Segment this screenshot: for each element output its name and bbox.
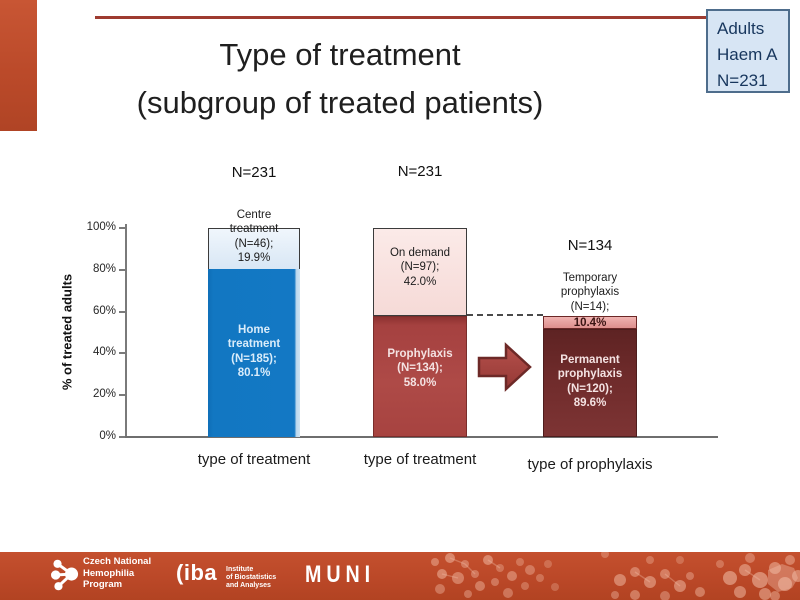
cnhp-molecule-icon [51,559,79,591]
cohort-population: Adults [717,19,765,38]
bar2-segment-prophylaxis [373,316,467,437]
bar1-n-label: N=231 [231,164,277,181]
slide-title-line2: (subgroup of treated patients) [136,85,544,120]
muni-logo-text: MUNI [305,561,375,588]
y-tickmark [119,436,126,438]
bar3-segment-temporary-prophylaxis [543,316,637,329]
y-tick-100: 100% [86,221,116,233]
slide-title-line1: Type of treatment [219,37,461,72]
y-axis-title: % of treated adults [59,273,75,391]
y-tick-0: 0% [99,430,116,442]
iba-logo-text: (iba [176,560,218,585]
y-tick-20: 20% [92,388,116,400]
cohort-n: N=231 [717,71,768,90]
cohort-diagnosis: Haem A [717,45,778,64]
iba-logo-subtext: Institute of Biostatistics and Analyses [226,566,277,589]
bar1-segment-home-treatment [208,269,300,437]
y-tickmark [119,352,126,354]
y-tickmark [119,394,126,396]
bar1-category-label: type of treatment [197,451,311,468]
subgroup-arrow-icon [477,342,532,392]
y-tick-80: 80% [92,263,116,275]
bar3-category-label: type of prophylaxis [527,456,653,473]
title-rule-line [95,16,785,19]
subgroup-dashed-connector [467,314,543,316]
bar1-home-label: Home treatment (N=185); 80.1% [227,324,281,379]
bar2-prophylaxis-label: Prophylaxis (N=134); 58.0% [387,348,453,389]
corner-accent-block [0,0,37,131]
y-tickmark [119,227,126,229]
bar3-n-label: N=134 [567,237,613,254]
bar2-segment-on-demand [373,228,467,316]
cnhp-logo-text: Czech National Hemophilia Program [83,556,152,590]
bar3-segment-permanent-prophylaxis [543,329,637,437]
footer-bar: Czech National Hemophilia Program (iba I… [0,552,800,600]
y-tickmark [119,269,126,271]
bar3-temporary-label: Temporary prophylaxis (N=14); [560,272,620,313]
cohort-info-box: Adults Haem A N=231 [706,9,790,93]
bar2-n-label: N=231 [397,163,443,180]
y-tick-40: 40% [92,346,116,358]
footer-dot-pattern [431,552,800,600]
x-axis-line [125,436,718,438]
bar1-centre-label: Centre treatment (N=46); 19.9% [229,209,279,264]
slide-title: Type of treatment (subgroup of treated p… [80,31,600,127]
y-tickmark [119,311,126,313]
bar3-permanent-label: Permanent prophylaxis (N=120); 89.6% [557,354,623,409]
bar2-on-demand-label: On demand (N=97); 42.0% [389,247,451,288]
y-axis-line [125,224,127,438]
bar3-temporary-pct-label: 10.4% [573,317,607,329]
y-tick-60: 60% [92,305,116,317]
bar2-category-label: type of treatment [363,451,477,468]
bar1-segment-centre-treatment [208,228,300,270]
